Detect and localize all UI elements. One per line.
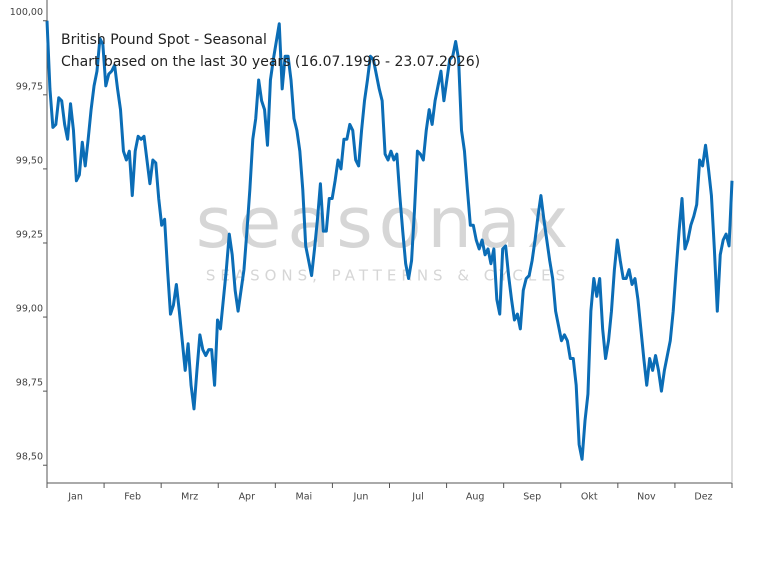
x-tick-label: Nov — [637, 492, 656, 503]
y-tick-label: 100,00 — [10, 7, 43, 18]
x-tick-label: Mai — [296, 492, 313, 503]
y-tick-label: 99,25 — [16, 229, 43, 240]
x-tick-label: Jan — [67, 492, 83, 503]
series-line — [45, 20, 734, 461]
marks — [45, 20, 734, 461]
chart-title: British Pound Spot - Seasonal — [61, 32, 267, 48]
x-tick-label: Okt — [581, 492, 598, 503]
x-tick-label: Apr — [239, 492, 256, 503]
chart-subtitle: Chart based on the last 30 years (16.07.… — [61, 54, 480, 70]
x-tick-label: Jun — [353, 492, 369, 503]
y-tick-label: 98,75 — [16, 378, 43, 389]
watermark-tagline: SEASONS, PATTERNS & CYCLES — [206, 267, 570, 285]
x-tick-label: Sep — [523, 492, 541, 503]
x-tick-label: Aug — [466, 492, 485, 503]
y-tick-label: 98,50 — [16, 452, 43, 463]
y-tick-label: 99,00 — [16, 304, 43, 315]
x-tick-label: Feb — [124, 492, 141, 503]
x-tick-label: Dez — [694, 492, 712, 503]
x-tick-label: Mrz — [181, 492, 198, 503]
y-tick-label: 99,75 — [16, 81, 43, 92]
x-tick-label: Jul — [411, 492, 423, 503]
y-tick-label: 99,50 — [16, 155, 43, 166]
watermark: seasonax — [196, 182, 574, 264]
